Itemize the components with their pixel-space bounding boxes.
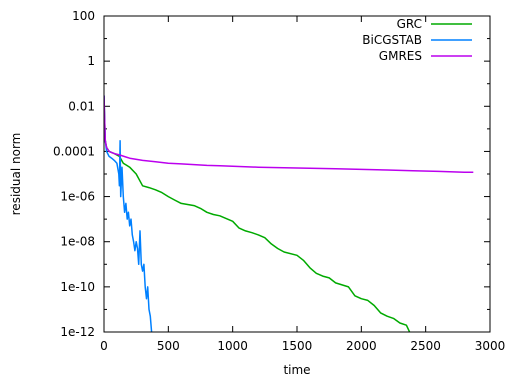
x-tick-label: 500 [157, 339, 180, 353]
y-tick-label: 0.01 [68, 99, 95, 113]
x-tick-label: 0 [100, 339, 108, 353]
y-tick-label: 100 [72, 9, 95, 23]
legend-label-bicgstab: BiCGSTAB [362, 33, 422, 47]
y-tick-label: 0.0001 [53, 144, 95, 158]
y-tick-label: 1e-12 [60, 325, 95, 339]
x-tick-label: 2500 [410, 339, 441, 353]
x-tick-label: 1500 [282, 339, 313, 353]
plot-frame [103, 15, 491, 333]
x-axis-label: time [283, 363, 310, 377]
y-tick-label: 1e-06 [60, 190, 95, 204]
x-tick-label: 3000 [475, 339, 506, 353]
y-tick-label: 1e-08 [60, 235, 95, 249]
y-tick-label: 1 [87, 54, 95, 68]
x-tick-label: 2000 [346, 339, 377, 353]
legend-label-grc: GRC [397, 17, 422, 31]
y-axis-label: residual norm [9, 133, 23, 216]
series-line-grc [104, 95, 411, 332]
series-line-bicgstab [104, 95, 153, 332]
y-tick-label: 1e-10 [60, 280, 95, 294]
legend-label-gmres: GMRES [379, 49, 422, 63]
x-tick-label: 1000 [217, 339, 248, 353]
series-line-gmres [104, 95, 474, 173]
